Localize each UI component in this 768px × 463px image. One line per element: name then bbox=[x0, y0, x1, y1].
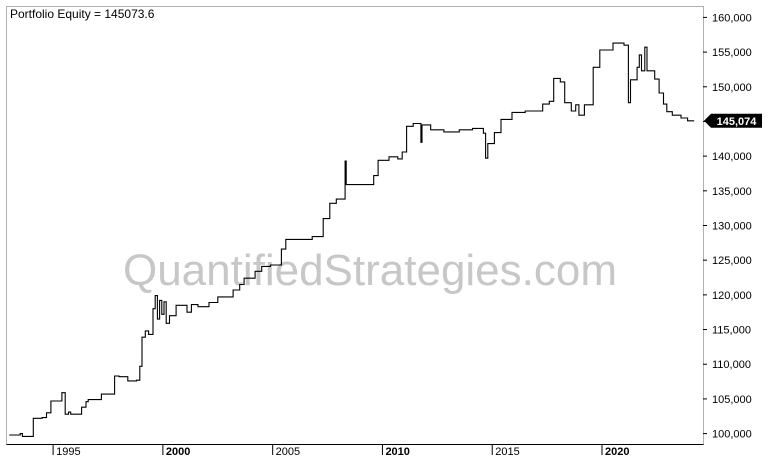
y-tick-label: 140,000 bbox=[712, 151, 752, 163]
x-tick-label: 2015 bbox=[495, 446, 519, 458]
y-tick-label: 125,000 bbox=[712, 255, 752, 267]
y-tick-label: 135,000 bbox=[712, 186, 752, 198]
x-axis: 1995 2000 2005 2010 2015 2020 bbox=[52, 444, 629, 458]
last-value-label: 145,074 bbox=[717, 116, 758, 128]
y-tick-label: 130,000 bbox=[712, 221, 752, 233]
y-tick-label: 155,000 bbox=[712, 47, 752, 59]
last-value-badge-shape bbox=[704, 113, 762, 128]
y-tick-label: 105,000 bbox=[712, 394, 752, 406]
x-tick-label: 2010 bbox=[385, 446, 409, 458]
y-tick-label: 120,000 bbox=[712, 290, 752, 302]
y-tick-label: 150,000 bbox=[712, 82, 752, 94]
x-tick-label: 2005 bbox=[276, 446, 300, 458]
x-tick-label: 2000 bbox=[166, 446, 190, 458]
chart-title: Portfolio Equity = 145073.6 bbox=[10, 7, 155, 21]
y-tick-label: 100,000 bbox=[712, 429, 752, 441]
x-tick-label: 2020 bbox=[605, 446, 629, 458]
series-layer bbox=[9, 42, 695, 437]
watermark: QuantifiedStrategies.com bbox=[123, 246, 617, 295]
x-tick-label: 1995 bbox=[56, 446, 80, 458]
y-tick-label: 110,000 bbox=[712, 359, 751, 371]
y-tick-label: 160,000 bbox=[712, 12, 752, 24]
y-tick-label: 115,000 bbox=[712, 325, 751, 337]
equity-line-0 bbox=[9, 42, 695, 437]
last-value-badge: 145,074 bbox=[704, 113, 762, 128]
